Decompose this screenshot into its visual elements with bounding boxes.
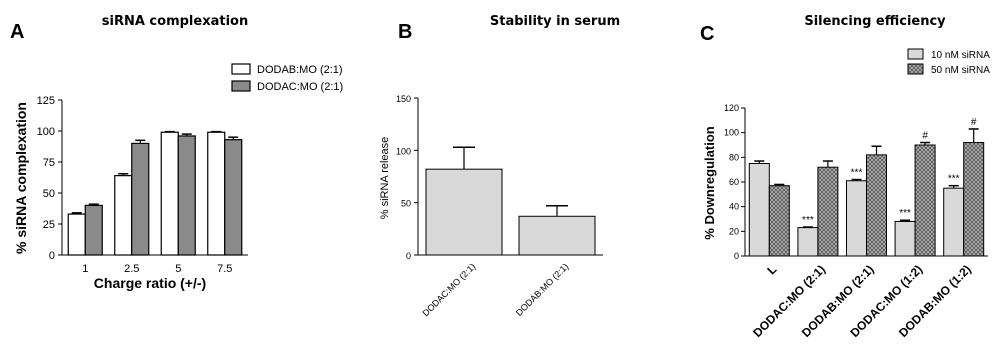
y-tick-label: 100 bbox=[724, 128, 739, 138]
legend-label: DODAB:MO (2:1) bbox=[257, 64, 343, 76]
x-tick-label: 2.5 bbox=[124, 263, 139, 275]
chart-c-title: Silencing efficiency bbox=[804, 14, 946, 29]
legend-swatch bbox=[231, 63, 251, 75]
y-tick-label: 75 bbox=[43, 157, 55, 169]
bar bbox=[84, 204, 103, 256]
legend-label: 50 nM siRNA bbox=[931, 65, 990, 76]
significance-mark: # bbox=[971, 117, 977, 128]
panel-b: B Stability in serum % siRNA release 0 50… bbox=[379, 0, 690, 354]
chart-a-title: siRNA complexation bbox=[102, 14, 248, 29]
legend-swatch bbox=[907, 48, 924, 60]
y-tick-label: 150 bbox=[396, 94, 411, 104]
bar bbox=[224, 139, 243, 256]
chart-a-plot: 0 25 50 75 100 125 1 2.5 5 7.5 DODAB:MO (2:1) DODAC… bbox=[37, 63, 343, 275]
bar bbox=[207, 131, 226, 256]
y-tick-label: 0 bbox=[49, 250, 55, 262]
y-tick-label: 100 bbox=[37, 126, 55, 138]
chart-b-plot: 0 50 100 150 DODAC:MO (2:1) DODAB:MO (2:1) bbox=[396, 94, 603, 318]
y-tick-label: 100 bbox=[396, 146, 411, 156]
bar bbox=[67, 213, 86, 256]
bar bbox=[131, 142, 150, 256]
bar bbox=[943, 187, 965, 257]
chart-a-svg: A siRNA complexation Charge ratio (+/-) … bbox=[10, 14, 343, 291]
bar bbox=[425, 168, 503, 256]
bar bbox=[177, 135, 196, 256]
chart-b-title: Stability in serum bbox=[490, 14, 620, 29]
panel-letter-b: B bbox=[398, 21, 412, 43]
chart-b-ylabel: % siRNA release bbox=[379, 137, 391, 220]
bar bbox=[866, 154, 887, 257]
bar bbox=[114, 175, 133, 256]
significance-mark: # bbox=[922, 131, 928, 142]
significance-mark: *** bbox=[899, 208, 911, 219]
legend-swatch bbox=[231, 80, 251, 92]
x-tick-label: 7.5 bbox=[217, 263, 232, 275]
y-tick-label: 50 bbox=[43, 188, 55, 200]
x-tick-label: DODAC:MO (2:1) bbox=[420, 261, 477, 318]
legend-swatch bbox=[907, 63, 924, 75]
panel-letter-c: C bbox=[700, 23, 714, 45]
y-tick-label: 40 bbox=[729, 202, 739, 212]
panel-c: C Silencing efficiency % Downregulation … bbox=[690, 0, 1001, 354]
bar bbox=[748, 163, 770, 257]
bar bbox=[817, 166, 839, 257]
y-tick-label: 125 bbox=[37, 95, 55, 107]
x-tick-label: 5 bbox=[175, 263, 181, 275]
bar bbox=[518, 215, 596, 256]
chart-b-svg: B Stability in serum % siRNA release 0 50… bbox=[379, 14, 620, 318]
x-tick-label: L bbox=[764, 262, 779, 277]
y-tick-label: 20 bbox=[729, 226, 739, 236]
y-tick-label: 60 bbox=[729, 177, 739, 187]
y-tick-label: 0 bbox=[734, 251, 739, 261]
x-tick-label: DODAB:MO (2:1) bbox=[514, 261, 571, 318]
significance-mark: *** bbox=[948, 174, 960, 185]
legend-label: 10 nM siRNA bbox=[931, 50, 990, 61]
y-tick-label: 0 bbox=[406, 251, 411, 261]
panel-a: A siRNA complexation Charge ratio (+/-) … bbox=[0, 0, 380, 354]
bar bbox=[846, 180, 867, 257]
bar bbox=[160, 131, 179, 256]
bar bbox=[894, 220, 916, 257]
legend-label: DODAC:MO (2:1) bbox=[257, 81, 343, 93]
x-tick-label: 1 bbox=[82, 263, 88, 275]
bar bbox=[768, 185, 790, 257]
panel-letter-a: A bbox=[10, 21, 24, 43]
chart-a-xlabel: Charge ratio (+/-) bbox=[94, 275, 206, 291]
y-tick-label: 25 bbox=[43, 219, 55, 231]
chart-c-ylabel: % Downregulation bbox=[702, 126, 717, 239]
chart-a-ylabel: % siRNA complexation bbox=[13, 102, 29, 254]
bar bbox=[963, 142, 985, 257]
bar bbox=[914, 144, 936, 257]
bar bbox=[797, 227, 819, 257]
chart-c-svg: C Silencing efficiency % Downregulation … bbox=[700, 14, 990, 340]
y-tick-label: 80 bbox=[729, 152, 739, 162]
y-tick-label: 50 bbox=[401, 199, 411, 209]
significance-mark: *** bbox=[802, 215, 814, 226]
y-tick-label: 120 bbox=[724, 103, 739, 113]
significance-mark: *** bbox=[851, 168, 863, 179]
